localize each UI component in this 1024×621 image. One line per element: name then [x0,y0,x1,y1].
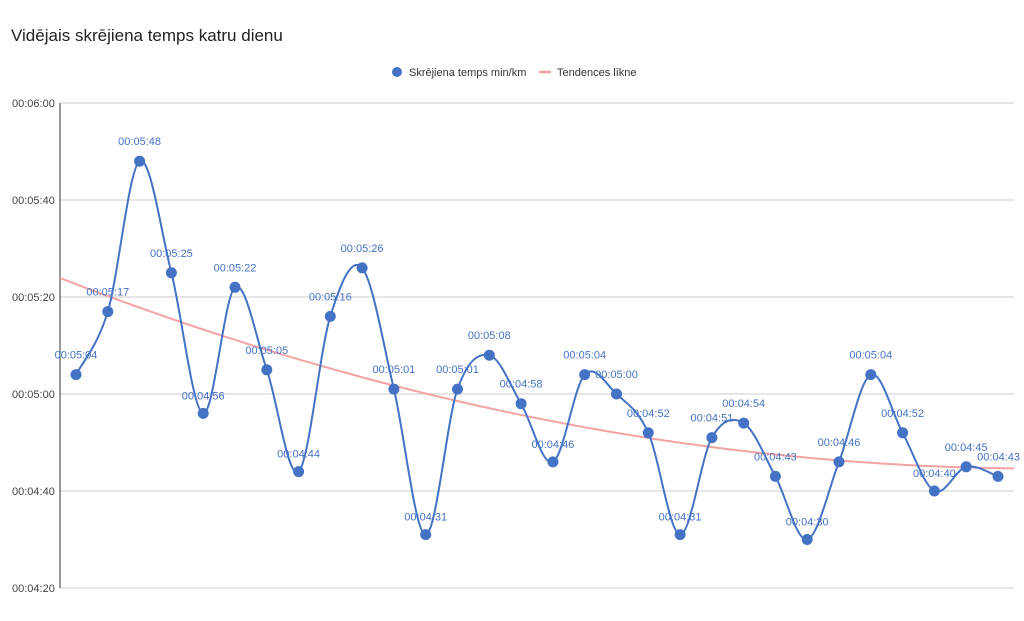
data-label: 00:04:30 [786,517,829,529]
y-tick-label: 00:05:20 [12,292,55,304]
data-label: 00:05:16 [309,291,352,303]
data-point [706,432,718,444]
data-label: 00:04:52 [627,408,670,420]
data-label: 00:05:22 [214,262,257,274]
pace-data-labels: 00:05:04 00:05:17 00:05:48 00:05:25 00:04:56… [55,136,1020,528]
data-point [356,262,368,274]
data-point [960,461,972,473]
legend-label-trendline: Tendences līkne [557,67,637,79]
data-point [70,369,82,381]
legend-label-pace: Skrējiena temps min/km [409,67,526,79]
data-label: 00:05:04 [55,350,98,362]
data-label: 00:05:05 [245,345,288,357]
data-label: 00:05:08 [468,330,511,342]
data-label: 00:05:48 [118,136,161,148]
data-label: 00:04:43 [977,451,1020,463]
data-point [642,427,654,439]
data-label: 00:05:01 [436,364,479,376]
gridlines [60,102,1014,589]
data-point [483,349,495,361]
data-label: 00:05:00 [595,369,638,381]
data-point [992,470,1004,482]
y-axis-tick-labels: 00:04:20 00:04:40 00:05:00 00:05:20 00:05:40… [12,98,55,595]
data-point [547,456,559,468]
data-point [420,529,432,541]
data-point [928,485,940,497]
data-label: 00:04:40 [913,468,956,480]
data-point [674,529,686,541]
data-point [611,388,622,400]
data-point [833,456,845,468]
data-label: 00:04:46 [818,437,861,449]
chart-title: Vidējais skrējiena temps katru dienu [11,26,283,45]
data-point [102,306,114,318]
data-label: 00:05:01 [372,364,415,376]
data-point [897,427,909,439]
data-point [229,281,241,293]
data-point [197,407,209,419]
data-label: 00:04:45 [945,442,988,454]
data-label: 00:04:58 [500,379,543,391]
data-point [293,466,305,478]
y-tick-label: 00:04:20 [12,583,55,595]
data-point [324,310,336,322]
y-tick-label: 00:04:40 [12,486,55,498]
y-tick-label: 00:06:00 [12,98,55,110]
data-label: 00:05:04 [563,350,606,362]
data-point [801,534,813,545]
legend: Skrējiena temps min/km Tendences līkne [392,67,637,79]
legend-marker-pace [392,67,402,77]
data-label: 00:04:31 [659,512,702,524]
pace-points [70,155,1004,545]
data-label: 00:05:04 [849,350,892,362]
data-point [261,364,273,376]
data-label: 00:04:43 [754,451,797,463]
data-label: 00:04:54 [722,398,765,410]
data-label: 00:04:52 [881,408,924,420]
data-label: 00:04:44 [277,449,320,461]
y-tick-label: 00:05:00 [12,389,55,401]
data-point [769,470,781,482]
data-label: 00:05:25 [150,248,193,260]
data-label: 00:04:46 [531,439,574,451]
data-point [579,369,591,381]
data-point [388,383,400,395]
data-label: 00:04:51 [690,413,733,425]
data-point [515,398,527,410]
data-point [165,267,177,279]
y-tick-label: 00:05:40 [12,195,55,207]
trendline [59,277,1015,470]
trendline-series [59,277,1015,470]
data-point [738,417,750,429]
data-point [134,155,146,167]
data-label: 00:05:17 [86,287,129,299]
data-label: 00:04:56 [182,390,225,402]
data-label: 00:05:26 [341,243,384,255]
data-point [452,383,463,395]
data-label: 00:04:31 [404,512,447,524]
data-point [865,369,877,381]
